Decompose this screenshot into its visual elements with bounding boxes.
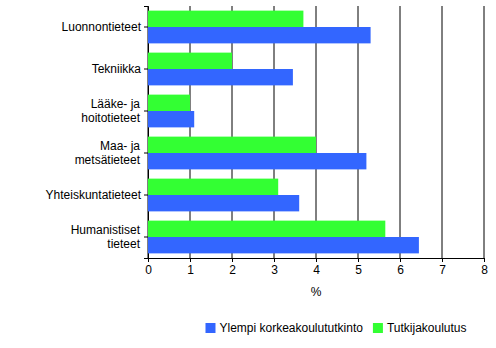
y-tick-mark (144, 237, 148, 238)
plot: 0 1 2 3 4 5 6 7 8 Luonnontieteet Tekniikka Lääke- j… (46, 6, 489, 277)
y-tick: Tekniikka (92, 62, 148, 76)
x-axis-title: % (311, 285, 322, 299)
x-tick-label: 8 (481, 263, 488, 277)
legend-swatch (205, 323, 215, 333)
y-tick: Humanistisettieteet (71, 223, 148, 251)
grid-line (400, 6, 401, 258)
bar (148, 137, 316, 153)
y-tick-label: Humanistisettieteet (71, 223, 141, 251)
x-tick-label: 6 (397, 263, 404, 277)
x-tick-label: 3 (271, 263, 278, 277)
x-tick-label: 0 (145, 263, 152, 277)
x-tick: 0 (145, 258, 152, 277)
bar (148, 69, 293, 85)
x-tick: 4 (313, 258, 320, 277)
x-tick-label: 4 (313, 263, 320, 277)
x-tick-mark (316, 258, 317, 262)
x-tick: 8 (481, 258, 488, 277)
x-tick-label: 5 (355, 263, 362, 277)
grid-line (274, 6, 275, 258)
y-tick-label-line: Humanistiset (71, 223, 141, 237)
bar (148, 11, 303, 27)
y-tick-label: Luonnontieteet (62, 20, 142, 34)
legend-swatch (373, 323, 383, 333)
x-axis: 0 1 2 3 4 5 6 7 8 (145, 258, 488, 277)
grid-line (358, 6, 359, 258)
y-tick-mark (144, 27, 148, 28)
y-tick-label: Lääke- jahoitotieteet (81, 97, 140, 125)
x-tick-mark (442, 258, 443, 262)
x-tick: 5 (355, 258, 362, 277)
x-tick-mark (400, 258, 401, 262)
x-tick-label: 7 (439, 263, 446, 277)
y-axis: Luonnontieteet Tekniikka Lääke- jahoitotie… (46, 7, 149, 259)
x-tick: 6 (397, 258, 404, 277)
y-tick-label: Yhteiskuntatieteet (46, 188, 142, 202)
bar (148, 153, 366, 169)
x-axis-line (149, 259, 485, 263)
grid (148, 6, 484, 258)
bars (148, 11, 419, 254)
bar (148, 27, 371, 43)
y-tick-label-line: Maa- ja (100, 139, 140, 153)
y-tick-label-line: metsätieteet (75, 153, 141, 167)
legend-item: Ylempi korkeakoulututkinto (205, 321, 363, 335)
y-tick: Luonnontieteet (62, 20, 148, 34)
y-tick-label-line: hoitotieteet (81, 111, 140, 125)
y-tick-mark (144, 195, 148, 196)
y-tick-label-line: tieteet (107, 237, 140, 251)
x-tick-mark (274, 258, 275, 262)
x-tick: 7 (439, 258, 446, 277)
grid-line (484, 6, 485, 258)
legend: Ylempi korkeakoulututkinto Tutkijakoulutu… (205, 321, 466, 335)
grid-line (232, 6, 233, 258)
bar (148, 195, 299, 211)
bar (148, 221, 385, 237)
y-tick-mark (144, 69, 148, 70)
grid-line (190, 6, 191, 258)
x-tick-mark (232, 258, 233, 262)
y-tick-label: Tekniikka (92, 62, 142, 76)
legend-item: Tutkijakoulutus (373, 321, 467, 335)
grid-line (316, 6, 317, 258)
x-tick: 3 (271, 258, 278, 277)
x-tick: 2 (229, 258, 236, 277)
y-tick: Maa- jametsätieteet (75, 139, 148, 167)
x-tick-mark (484, 258, 485, 262)
legend-label: Tutkijakoulutus (387, 321, 467, 335)
y-tick: Yhteiskuntatieteet (46, 188, 148, 202)
y-axis-line (144, 7, 149, 259)
bar (148, 95, 190, 111)
bar (148, 111, 194, 127)
bar (148, 53, 232, 69)
y-tick-mark (144, 111, 148, 112)
x-tick-mark (190, 258, 191, 262)
x-tick-label: 2 (229, 263, 236, 277)
bar (148, 237, 419, 253)
x-tick-mark (358, 258, 359, 262)
x-tick-label: 1 (187, 263, 194, 277)
chart: 0 1 2 3 4 5 6 7 8 Luonnontieteet Tekniikka Lääke- j… (0, 0, 496, 348)
x-tick: 1 (187, 258, 194, 277)
bar (148, 179, 278, 195)
y-tick-mark (144, 153, 148, 154)
legend-label: Ylempi korkeakoulututkinto (219, 321, 363, 335)
y-tick: Lääke- jahoitotieteet (81, 97, 148, 125)
grid-line (442, 6, 443, 258)
y-tick-label-line: Lääke- ja (91, 97, 141, 111)
y-tick-label: Maa- jametsätieteet (75, 139, 141, 167)
